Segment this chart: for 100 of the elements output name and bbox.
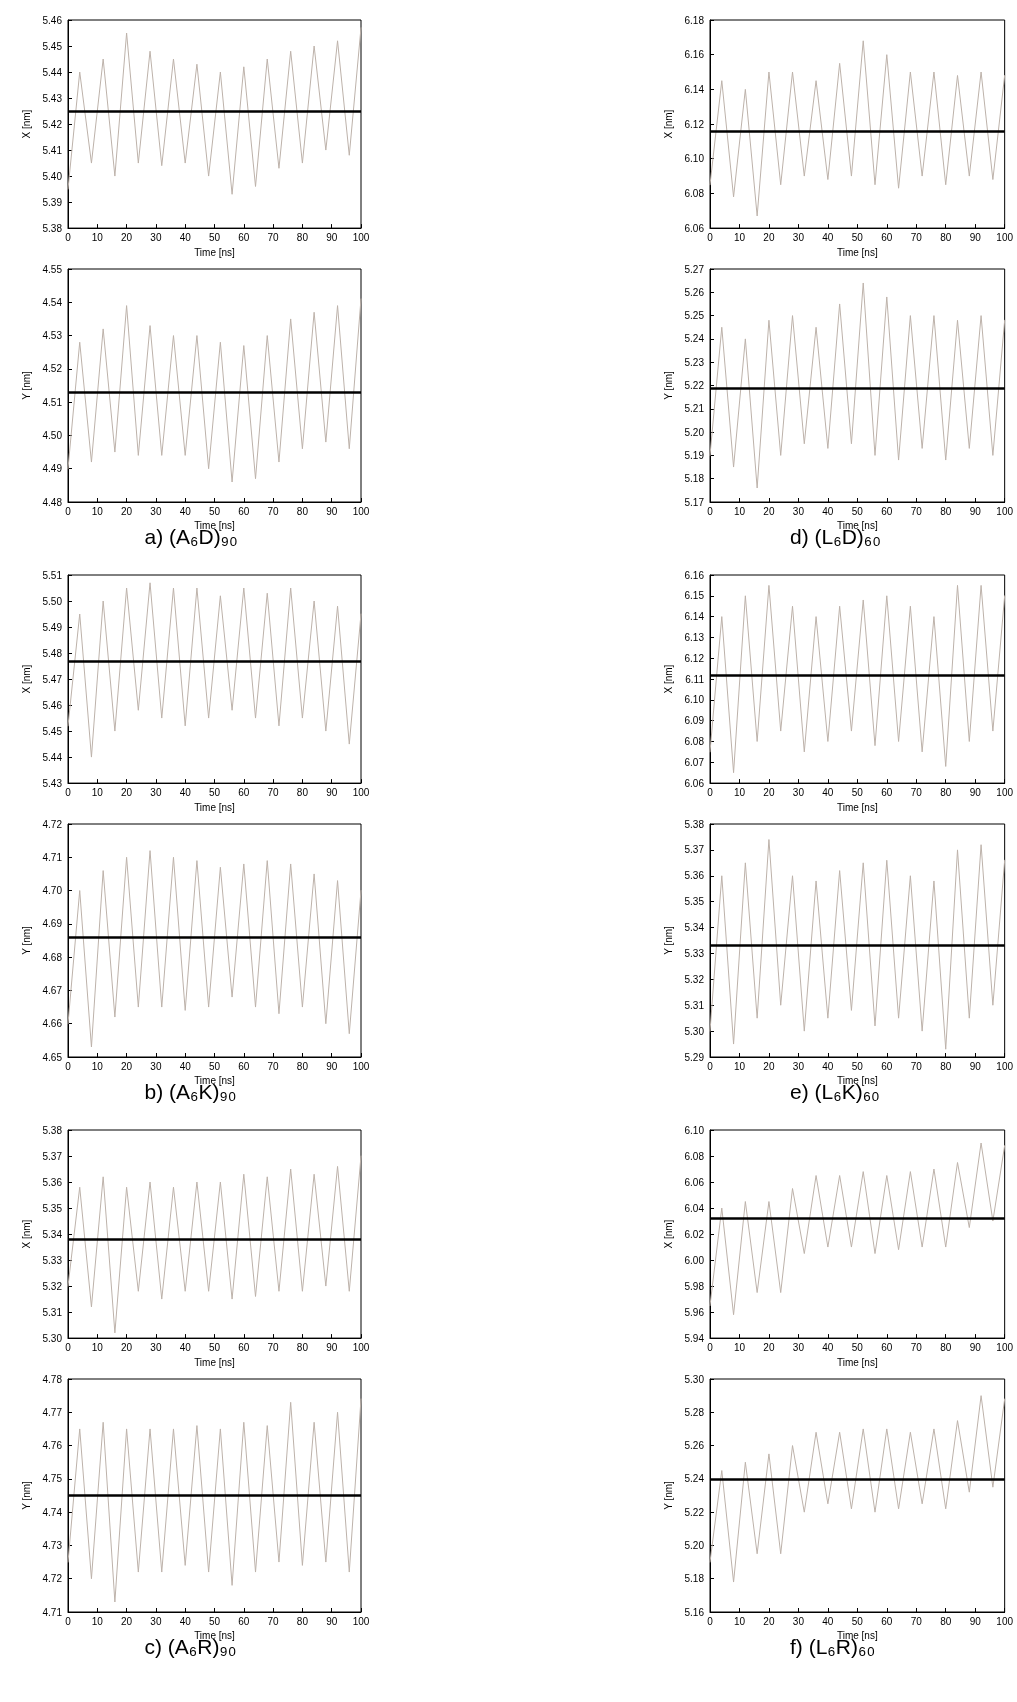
y-tick-label: 5.44 xyxy=(42,66,63,78)
y-tick-label: 5.27 xyxy=(684,263,705,275)
x-tick-label: 60 xyxy=(881,231,893,243)
x-tick-label: 10 xyxy=(91,1341,104,1353)
x-tick-label: 100 xyxy=(996,1060,1014,1072)
y-tick-label: 5.35 xyxy=(684,896,705,908)
x-tick-label: 30 xyxy=(150,505,162,517)
x-tick-label: 100 xyxy=(996,786,1014,798)
y-tick-label: 5.24 xyxy=(684,333,705,345)
x-tick-label: 90 xyxy=(326,505,338,517)
y-tick-label: 5.44 xyxy=(42,751,63,763)
y-tick-label: 6.16 xyxy=(684,569,705,581)
y-tick-label: 6.14 xyxy=(684,611,705,623)
x-tick-label: 90 xyxy=(326,1060,338,1072)
x-tick-label: 90 xyxy=(969,1060,982,1072)
line-series xyxy=(67,1155,362,1334)
y-tick-label: 6.12 xyxy=(684,652,705,664)
x-tick-label: 100 xyxy=(352,786,370,798)
y-axis-title: X [nm] xyxy=(20,664,32,694)
x-tick-label: 30 xyxy=(792,786,805,798)
y-tick-label: 4.70 xyxy=(42,885,63,897)
x-tick-label: 30 xyxy=(150,1615,162,1627)
x-tick-label: 40 xyxy=(822,1341,834,1353)
x-tick-label: 60 xyxy=(238,1341,250,1353)
x-tick-label: 90 xyxy=(969,231,982,243)
x-axis-title: Time [ns] xyxy=(836,246,878,258)
y-tick-label: 5.19 xyxy=(684,449,705,461)
x-tick-label: 100 xyxy=(352,1060,370,1072)
y-tick-label: 6.04 xyxy=(684,1202,705,1214)
x-tick-label: 50 xyxy=(208,231,221,243)
x-tick-label: 10 xyxy=(91,1615,104,1627)
x-tick-label: 0 xyxy=(707,1615,714,1627)
y-tick-label: 5.43 xyxy=(42,92,63,104)
x-tick-label: 20 xyxy=(763,786,775,798)
x-tick-label: 70 xyxy=(267,505,280,517)
y-tick-label: 5.46 xyxy=(42,14,63,26)
y-tick-label: 5.37 xyxy=(42,1150,63,1162)
y-tick-label: 5.29 xyxy=(684,1051,705,1063)
y-tick-label: 5.17 xyxy=(684,496,705,508)
x-tick-label: 60 xyxy=(238,1060,250,1072)
x-tick-label: 40 xyxy=(179,786,192,798)
x-tick-label: 40 xyxy=(179,231,192,243)
y-axis-title: Y [nm] xyxy=(662,1480,674,1510)
x-tick-label: 40 xyxy=(822,1615,834,1627)
x-tick-label: 50 xyxy=(208,1615,221,1627)
x-tick-label: 10 xyxy=(733,505,746,517)
x-tick-label: 50 xyxy=(208,1060,221,1072)
y-tick-label: 4.50 xyxy=(42,429,63,441)
y-tick-label: 6.10 xyxy=(684,153,705,165)
x-tick-label: 70 xyxy=(267,231,280,243)
y-axis-title: X [nm] xyxy=(662,1219,674,1249)
x-tick-label: 60 xyxy=(881,1341,893,1353)
x-tick-label: 60 xyxy=(881,786,893,798)
x-tick-label: 0 xyxy=(707,505,714,517)
x-axis-title: Time [ns] xyxy=(194,246,236,258)
x-tick-label: 0 xyxy=(707,1060,714,1072)
line-series xyxy=(709,839,1006,1050)
y-tick-label: 4.75 xyxy=(42,1473,63,1485)
x-axis-title: Time [ns] xyxy=(836,801,878,813)
x-tick-label: 80 xyxy=(296,231,309,243)
y-tick-label: 5.98 xyxy=(684,1280,705,1292)
x-axis-title: Time [ns] xyxy=(194,1356,236,1368)
x-tick-label: 30 xyxy=(150,1060,162,1072)
x-tick-label: 50 xyxy=(851,1341,864,1353)
x-tick-label: 80 xyxy=(940,1060,952,1072)
x-tick-label: 0 xyxy=(707,231,714,243)
x-tick-label: 0 xyxy=(65,786,72,798)
line-series xyxy=(709,40,1006,217)
x-tick-label: 70 xyxy=(910,231,923,243)
x-tick-label: 20 xyxy=(121,786,133,798)
x-tick-label: 90 xyxy=(326,1341,338,1353)
x-tick-label: 100 xyxy=(996,1615,1014,1627)
x-tick-label: 10 xyxy=(91,1060,104,1072)
line-series xyxy=(67,582,362,758)
y-tick-label: 6.00 xyxy=(684,1254,705,1266)
x-tick-label: 70 xyxy=(910,1341,923,1353)
y-tick-label: 5.22 xyxy=(684,1506,705,1518)
y-tick-label: 4.74 xyxy=(42,1506,63,1518)
x-tick-label: 80 xyxy=(940,786,952,798)
y-tick-label: 6.06 xyxy=(684,222,705,234)
y-tick-label: 5.18 xyxy=(684,473,705,485)
x-tick-label: 10 xyxy=(91,231,104,243)
x-tick-label: 40 xyxy=(822,231,834,243)
x-tick-label: 0 xyxy=(707,1341,714,1353)
x-tick-label: 100 xyxy=(352,505,370,517)
x-tick-label: 0 xyxy=(65,1615,72,1627)
x-tick-label: 30 xyxy=(150,786,162,798)
x-tick-label: 60 xyxy=(238,786,250,798)
y-tick-label: 4.53 xyxy=(42,330,63,342)
y-tick-label: 5.30 xyxy=(684,1025,705,1037)
y-tick-label: 5.51 xyxy=(42,569,63,581)
y-tick-label: 4.67 xyxy=(42,984,63,996)
y-tick-label: 5.41 xyxy=(42,144,63,156)
x-tick-label: 20 xyxy=(763,1341,775,1353)
x-tick-label: 60 xyxy=(881,1060,893,1072)
x-tick-label: 10 xyxy=(733,1060,746,1072)
y-axis-title: X [nm] xyxy=(20,1219,32,1249)
y-axis-title: Y [nm] xyxy=(20,370,32,400)
x-tick-label: 50 xyxy=(208,786,221,798)
y-tick-label: 4.49 xyxy=(42,463,63,475)
